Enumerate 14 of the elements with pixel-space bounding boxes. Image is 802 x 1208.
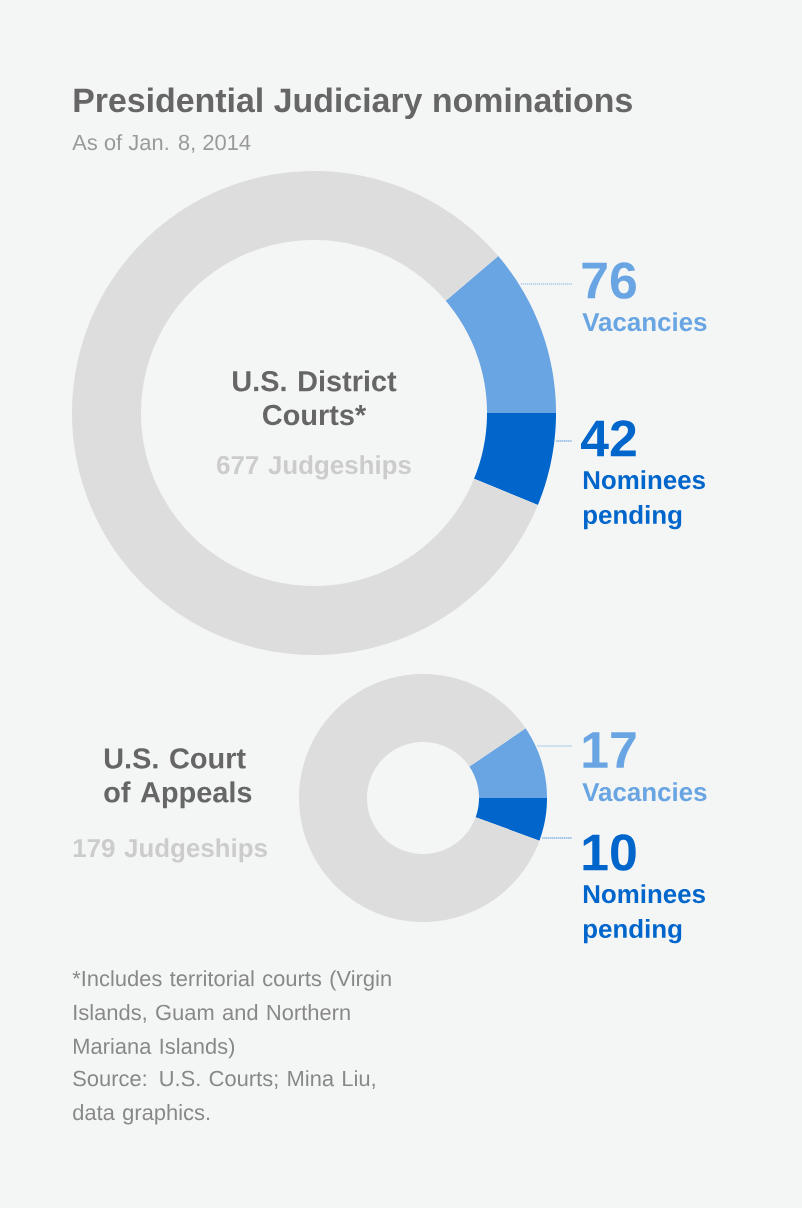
text: U.S. Court of Appeals [104,748,252,809]
source-note: Source: U.S. Courts; Mina Liu, data graphics. [73,1070,375,1125]
text: U.S. District Courts* [233,370,397,426]
data-label: 10 [583,834,636,871]
slice-label: Vacancies [582,782,707,802]
text: *Includes territorial courts (Virgin Islands, Guam and Northern Mariana Islands) [72,970,391,1059]
chart-title: Presidential Judiciary nominations [74,87,632,120]
chart-subtitle: As of Jan. 8, 2014 [72,134,251,153]
slice-label: Vacancies [582,312,707,332]
data-label: 76 [582,262,636,299]
data-label: 17 [583,732,636,768]
data-label: 42 [580,420,636,457]
slice-label: Nominees pending [583,470,705,530]
slice-label: Nominees pending [583,884,705,944]
